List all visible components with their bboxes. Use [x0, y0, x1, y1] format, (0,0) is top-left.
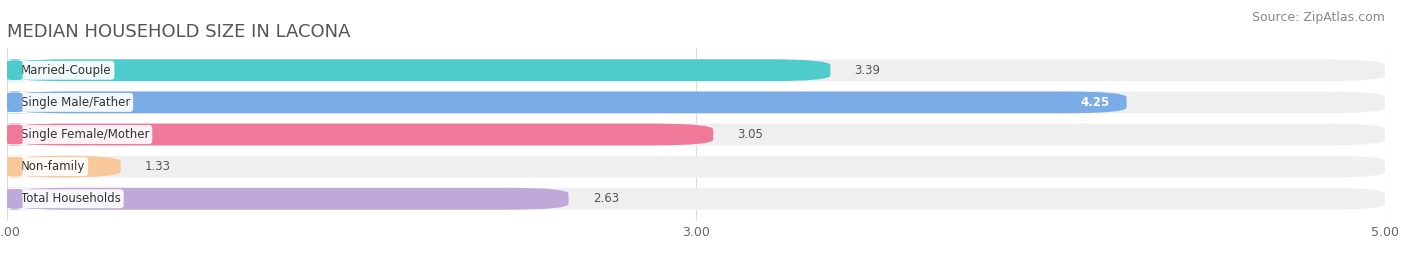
FancyBboxPatch shape [7, 59, 831, 81]
FancyBboxPatch shape [7, 156, 1385, 178]
FancyBboxPatch shape [7, 59, 1385, 81]
Text: 3.05: 3.05 [737, 128, 763, 141]
FancyBboxPatch shape [0, 188, 35, 210]
Text: Single Female/Mother: Single Female/Mother [21, 128, 149, 141]
FancyBboxPatch shape [7, 91, 1126, 113]
Text: Single Male/Father: Single Male/Father [21, 96, 131, 109]
FancyBboxPatch shape [0, 156, 35, 178]
FancyBboxPatch shape [0, 59, 35, 81]
Text: 2.63: 2.63 [592, 192, 619, 205]
FancyBboxPatch shape [7, 188, 1385, 210]
FancyBboxPatch shape [0, 123, 35, 146]
Text: 4.25: 4.25 [1080, 96, 1109, 109]
FancyBboxPatch shape [7, 123, 713, 146]
Text: 1.33: 1.33 [145, 160, 170, 173]
FancyBboxPatch shape [0, 91, 35, 113]
Text: Source: ZipAtlas.com: Source: ZipAtlas.com [1251, 11, 1385, 24]
FancyBboxPatch shape [7, 123, 1385, 146]
Text: Married-Couple: Married-Couple [21, 64, 111, 77]
Text: 3.39: 3.39 [855, 64, 880, 77]
FancyBboxPatch shape [7, 91, 1385, 113]
Text: Total Households: Total Households [21, 192, 121, 205]
FancyBboxPatch shape [7, 156, 121, 178]
Text: Non-family: Non-family [21, 160, 86, 173]
Text: MEDIAN HOUSEHOLD SIZE IN LACONA: MEDIAN HOUSEHOLD SIZE IN LACONA [7, 23, 350, 41]
FancyBboxPatch shape [7, 188, 568, 210]
